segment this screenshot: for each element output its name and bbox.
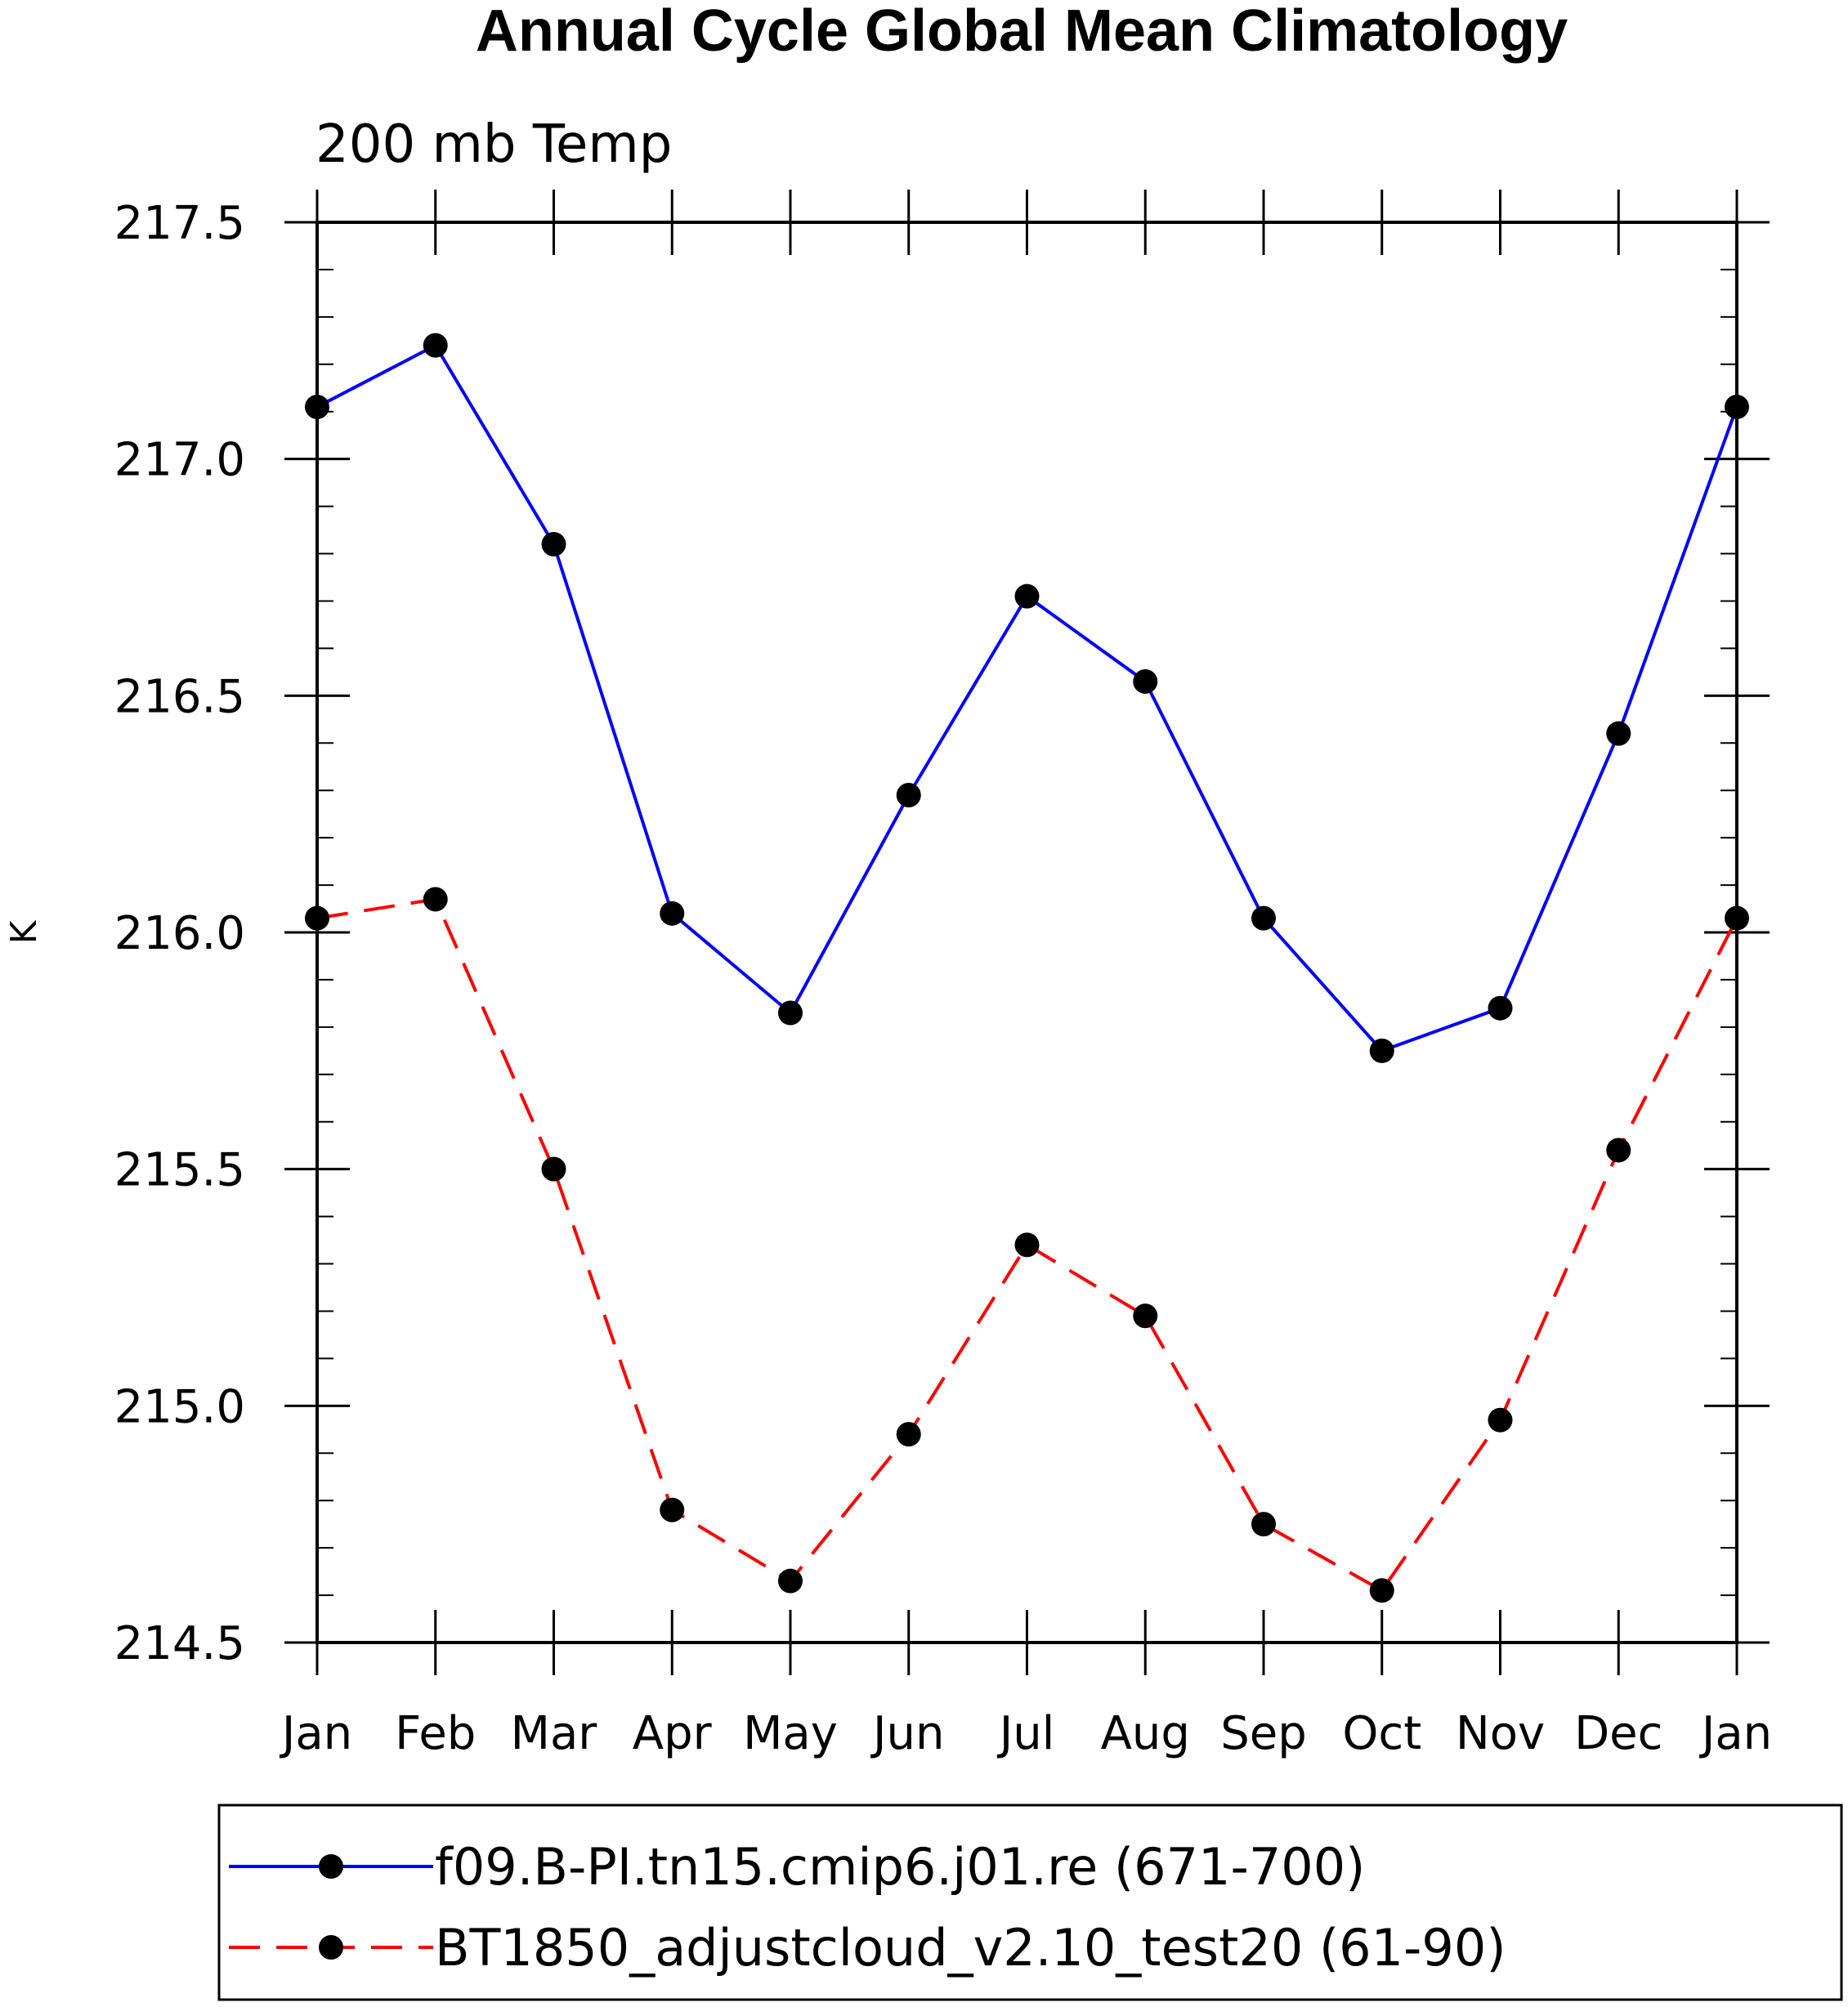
series-1-point bbox=[541, 531, 566, 557]
legend-marker-2 bbox=[319, 1935, 343, 1960]
series-1-point bbox=[1133, 668, 1158, 694]
legend-label-1: f09.B-PI.tn15.cmip6.j01.re (671-700) bbox=[435, 1837, 1365, 1897]
series-1-point bbox=[778, 1000, 803, 1026]
series-2-point bbox=[778, 1568, 803, 1594]
series-2-point bbox=[423, 887, 448, 912]
x-tick-label: Oct bbox=[1342, 1707, 1421, 1760]
y-tick-label: 215.5 bbox=[114, 1144, 245, 1197]
x-tick-label: Jun bbox=[870, 1707, 945, 1760]
series-1-point bbox=[1488, 995, 1513, 1021]
y-tick-label: 217.0 bbox=[114, 434, 245, 487]
x-tick-label: Mar bbox=[511, 1707, 598, 1760]
x-tick-label: Sep bbox=[1220, 1707, 1307, 1760]
x-tick-label: May bbox=[743, 1707, 838, 1760]
series-2-point bbox=[1369, 1578, 1394, 1603]
series-1-point bbox=[1014, 583, 1040, 609]
legend-box bbox=[217, 1804, 1843, 2001]
series-2-point bbox=[541, 1156, 566, 1182]
chart-title: Annual Cycle Global Mean Climatology bbox=[476, 0, 1568, 64]
axis-ticks bbox=[284, 190, 1770, 1675]
chart-subtitle: 200 mb Temp bbox=[315, 114, 672, 175]
series-2-point bbox=[1488, 1407, 1513, 1433]
series-2-point bbox=[660, 1497, 685, 1522]
series-2-point bbox=[1606, 1138, 1631, 1163]
legend: f09.B-PI.tn15.cmip6.j01.re (671-700) BT18… bbox=[217, 1804, 1843, 2001]
x-tick-label: Dec bbox=[1574, 1707, 1662, 1760]
x-tick-label: Apr bbox=[633, 1707, 713, 1760]
series-line-1 bbox=[316, 343, 1738, 1053]
series-1-point bbox=[423, 333, 448, 358]
x-tick-label: Jan bbox=[1699, 1707, 1772, 1760]
x-tick-label: Jul bbox=[997, 1707, 1055, 1760]
series-2-point bbox=[1133, 1303, 1158, 1329]
y-tick-label: 216.0 bbox=[114, 907, 245, 960]
y-tick-label: 216.5 bbox=[114, 670, 245, 723]
x-tick-label: Aug bbox=[1101, 1707, 1190, 1760]
y-tick-labels: 214.5 215.0 215.5 216.0 216.5 217.0 217.5 bbox=[114, 197, 245, 1670]
y-tick-label: 217.5 bbox=[114, 197, 245, 250]
series-1-point bbox=[660, 901, 685, 926]
plot-frame bbox=[315, 221, 1738, 1644]
x-tick-labels: Jan Feb Mar Apr May Jun Jul Aug Sep Oct Nov Dec Jan bbox=[280, 1707, 1772, 1760]
x-tick-label: Feb bbox=[395, 1707, 476, 1760]
series-1-point bbox=[1369, 1038, 1394, 1063]
y-axis-label: K bbox=[3, 919, 45, 944]
legend-label-2: BT1850_adjustcloud_v2.10_test20 (61-90) bbox=[435, 1918, 1506, 1978]
series-layer bbox=[305, 333, 1749, 1603]
y-tick-label: 214.5 bbox=[114, 1617, 245, 1670]
x-tick-label: Nov bbox=[1456, 1707, 1545, 1760]
series-1-point bbox=[1251, 905, 1276, 931]
y-tick-label: 215.0 bbox=[114, 1380, 245, 1433]
series-2-point bbox=[1251, 1512, 1276, 1537]
series-2-point bbox=[896, 1422, 921, 1447]
series-2-point bbox=[1014, 1232, 1040, 1258]
series-1-point bbox=[896, 782, 921, 807]
series-1-point bbox=[1606, 721, 1631, 746]
legend-marker-1 bbox=[319, 1854, 343, 1879]
x-tick-label: Jan bbox=[280, 1707, 352, 1760]
